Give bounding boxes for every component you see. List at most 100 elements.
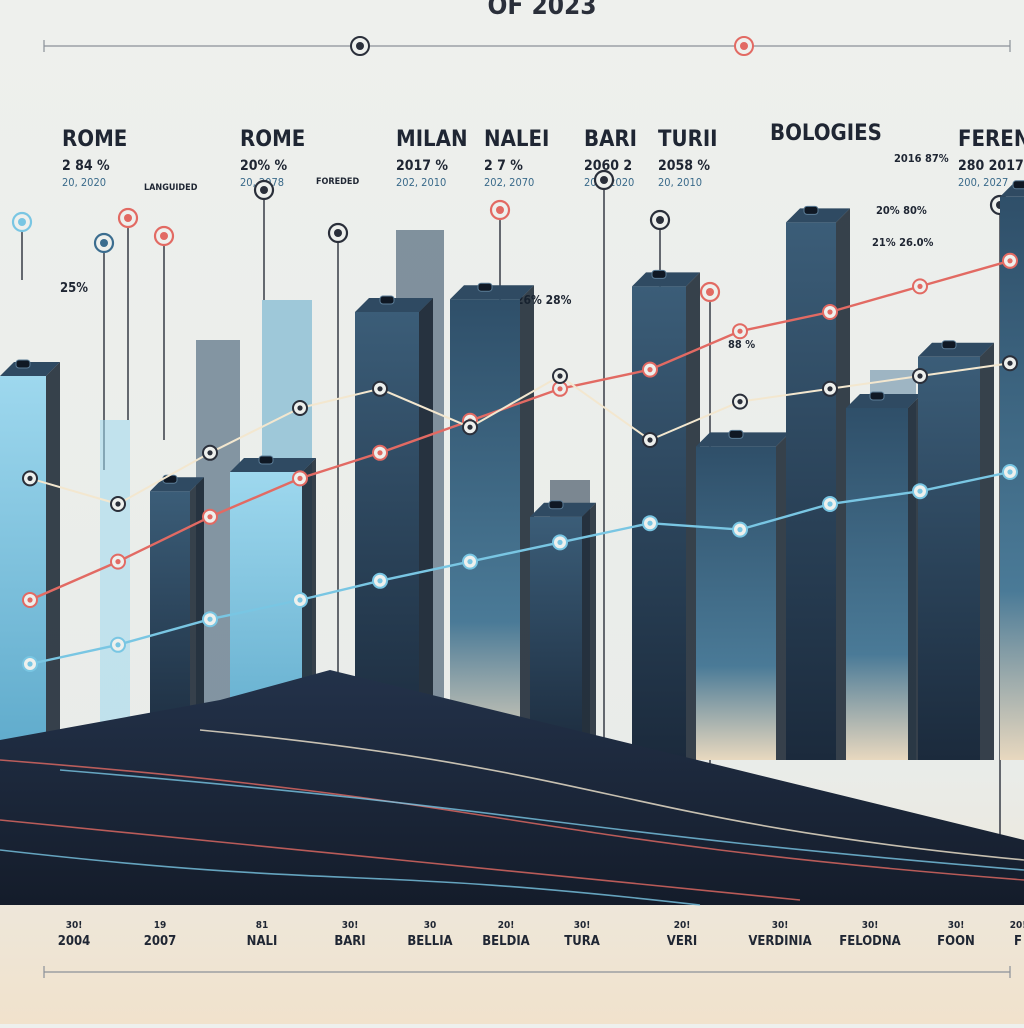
bar-cap-icon <box>728 429 744 439</box>
x-tick-code: 81 <box>256 920 269 931</box>
bar-cap-icon <box>941 340 957 350</box>
annotation-label: 2016 87% <box>894 152 949 165</box>
bar-cap-icon <box>548 500 564 510</box>
city-sub: 202, 2010 <box>396 176 446 189</box>
data-point-dot <box>737 328 743 334</box>
city-value: 2058 % <box>658 158 710 174</box>
annotation-label: FOREDED <box>316 177 359 187</box>
data-point-dot <box>27 661 33 667</box>
ground-curve <box>0 759 1024 881</box>
bar <box>0 376 46 760</box>
x-tick-label: BARI <box>334 934 365 949</box>
data-point-dot <box>827 386 833 392</box>
trend-line-blue-trend <box>29 470 1011 666</box>
city-label: BOLOGIES <box>770 121 882 146</box>
bar <box>530 516 582 760</box>
annotation-label: 25% <box>60 281 88 296</box>
data-point-dot <box>647 367 653 373</box>
ground-curve <box>59 769 1024 871</box>
city-sub: 20, 2010 <box>658 176 702 189</box>
data-point-dot <box>207 616 213 622</box>
data-point-dot <box>737 527 743 533</box>
city-label: ROME <box>62 127 127 152</box>
bar <box>918 356 980 760</box>
bar-top <box>230 458 316 472</box>
bar-cap-icon <box>258 455 274 465</box>
bottom-rule <box>43 966 1011 978</box>
bar-cap-icon <box>803 205 819 215</box>
data-point-dot <box>207 450 213 456</box>
data-point-dot <box>917 373 923 379</box>
x-tick-code: 30! <box>66 920 83 931</box>
x-tick-label: FOON <box>937 934 975 949</box>
city-value: 2017 % <box>396 158 448 174</box>
bar-cap-icon <box>651 269 667 279</box>
data-point-dot <box>377 386 383 392</box>
x-tick-code: 20! <box>498 920 515 931</box>
bar <box>696 446 776 760</box>
data-point-dot <box>1007 469 1013 475</box>
city-label: MILAN <box>396 127 468 152</box>
data-point-dot <box>467 424 473 430</box>
data-point-dot <box>297 597 303 603</box>
data-point-dot <box>1007 360 1013 366</box>
x-tick-code: 20! <box>1010 920 1024 931</box>
bar-top <box>0 362 60 376</box>
annotation-label: LANGUIDED <box>144 183 198 193</box>
data-point-dot <box>377 578 383 584</box>
trend-lines <box>22 252 1018 672</box>
data-point-dot <box>297 405 303 411</box>
data-point-dot <box>115 501 121 507</box>
bar-top <box>918 342 994 357</box>
annotation-label: 20% 80% <box>876 204 927 217</box>
bar-cap-icon <box>162 474 178 484</box>
data-point-dot <box>297 475 303 481</box>
annotation-label: 21% 26.0% <box>872 236 934 249</box>
city-value: 2 84 % <box>62 158 110 174</box>
x-tick-label: FELODNA <box>839 934 900 949</box>
bar-side <box>419 298 433 760</box>
data-point-dot <box>557 373 563 379</box>
trend-line-cream-trend <box>29 362 1011 506</box>
city-sub: 202, 2070 <box>484 176 534 189</box>
data-point-dot <box>557 539 563 546</box>
ground-curve <box>199 729 1024 861</box>
city-sub: 20, 2020 <box>62 176 106 189</box>
x-tick-code: 20! <box>674 920 691 931</box>
annotation-labels: 25% LANGUIDED FOREDED 2016 87% 20% 80% 21% 26… <box>60 152 949 351</box>
x-tick-code: 30! <box>862 920 879 931</box>
data-point-dot <box>207 514 213 520</box>
top-rule <box>43 36 1011 56</box>
city-label: FERENC <box>958 127 1024 152</box>
data-point-dot <box>115 642 121 648</box>
bar-cap-icon <box>869 391 885 401</box>
x-tick-code: 30! <box>772 920 789 931</box>
data-point-dot <box>917 283 923 289</box>
bar-cap-icon <box>379 295 395 305</box>
city-value: 2 7 % <box>484 158 523 174</box>
bar <box>786 222 836 760</box>
city-sub: 200, 2027 <box>958 176 1008 189</box>
data-point-dot <box>647 520 653 526</box>
data-point-dot <box>557 386 563 392</box>
data-point-dot <box>115 559 121 565</box>
city-label: BARI <box>584 127 637 152</box>
bar-top <box>786 208 850 223</box>
x-tick-label: VERI <box>667 934 697 949</box>
data-point-dot <box>827 309 833 315</box>
x-tick-label: TURA <box>564 934 600 949</box>
ground-curve <box>0 849 701 906</box>
data-point-dot <box>27 475 33 481</box>
bars-layer <box>0 180 1024 761</box>
data-point-dot <box>27 597 33 603</box>
trend-line-red-trend <box>29 259 1011 602</box>
bar-top <box>355 298 433 312</box>
data-point-dot <box>917 488 923 494</box>
city-value: 2060 2 <box>584 158 632 174</box>
bar-side <box>190 477 204 760</box>
city-value: 20% % <box>240 158 288 174</box>
city-label: TURII <box>658 127 718 152</box>
